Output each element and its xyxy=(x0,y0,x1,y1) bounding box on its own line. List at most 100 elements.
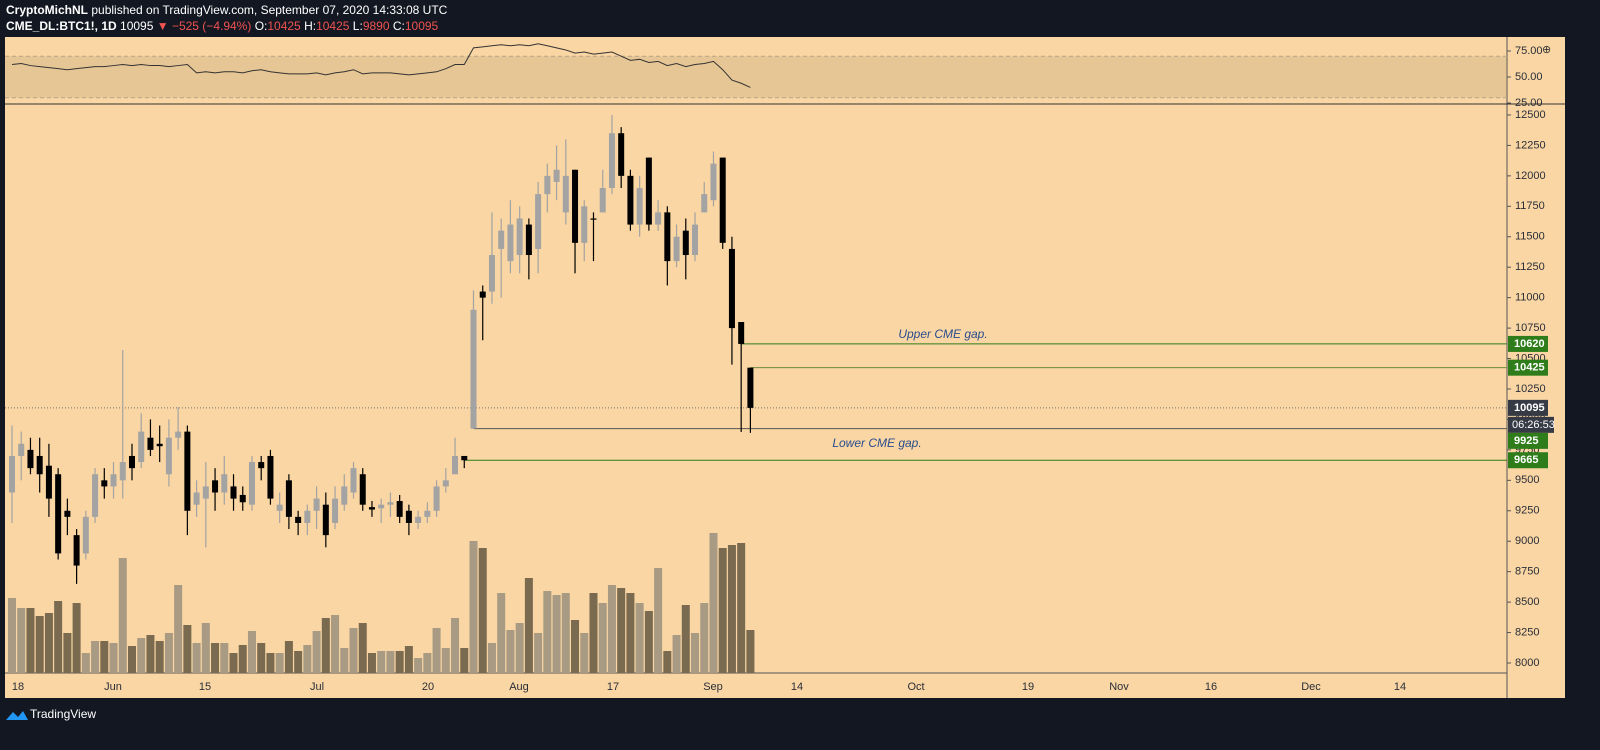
x-tick-label: 20 xyxy=(422,681,434,693)
candle-body xyxy=(267,455,274,499)
candle-body xyxy=(221,474,228,493)
candle-body xyxy=(258,462,265,469)
l-value: 9890 xyxy=(363,19,390,33)
price-label: 9925 xyxy=(1514,435,1538,447)
volume-bar xyxy=(155,641,164,673)
volume-bar xyxy=(589,593,598,673)
candle-body xyxy=(645,157,652,225)
y-tick-label: 12250 xyxy=(1515,139,1546,151)
volume-bar xyxy=(100,641,109,673)
candle-body xyxy=(710,163,717,201)
candle-body xyxy=(212,480,219,493)
logo-text: TradingView xyxy=(30,707,96,721)
scale-marker: ⊕ xyxy=(1542,44,1551,56)
volume-bar xyxy=(146,635,155,673)
candle-body xyxy=(396,501,403,517)
x-tick-label: 16 xyxy=(1205,681,1217,693)
x-tick-label: Sep xyxy=(703,681,723,693)
candle-body xyxy=(332,498,339,523)
volume-bar xyxy=(386,651,395,673)
candle-body xyxy=(45,465,52,499)
h-label: H: xyxy=(304,19,316,33)
y-tick-label: 8000 xyxy=(1515,657,1539,669)
volume-bar xyxy=(321,618,330,673)
countdown-box xyxy=(1508,416,1554,433)
volume-bar xyxy=(109,643,118,673)
l-label: L: xyxy=(353,19,363,33)
last: 10095 xyxy=(120,19,154,33)
candle-body xyxy=(73,535,80,566)
candle-body xyxy=(479,291,486,298)
candle-body xyxy=(507,224,514,262)
volume-bar xyxy=(349,628,358,673)
candle-body xyxy=(82,516,89,554)
candle-body xyxy=(387,502,394,505)
y-tick-label: 9000 xyxy=(1515,535,1539,547)
candle-body xyxy=(55,474,62,554)
volume-bar xyxy=(552,595,561,673)
candle-body xyxy=(535,194,542,249)
y-tick-label: 11000 xyxy=(1515,292,1545,304)
price-label-box xyxy=(1508,359,1548,376)
c-value: 10095 xyxy=(405,19,439,33)
volume-bar xyxy=(118,558,127,673)
volume-bar xyxy=(8,598,16,673)
c-label: C: xyxy=(393,19,405,33)
candle-body xyxy=(572,169,579,243)
volume-bar xyxy=(644,611,653,673)
volume-bar xyxy=(91,641,100,673)
x-tick-label: Jun xyxy=(104,681,122,693)
volume-bar xyxy=(340,648,349,673)
candle-body xyxy=(239,494,246,503)
candle-body xyxy=(599,188,606,213)
header-line-2: CME_DL:BTC1!, 1D 10095 ▼ −525 (−4.94%) O… xyxy=(6,19,439,33)
candle-body xyxy=(442,480,449,487)
volume-bar xyxy=(635,603,644,673)
volume-bar xyxy=(63,633,72,673)
price-label-box xyxy=(1508,452,1548,469)
volume-bar xyxy=(275,653,284,673)
volume-bar xyxy=(247,631,256,673)
y-tick-label: 10250 xyxy=(1515,383,1546,395)
candle-body xyxy=(692,224,699,256)
volume-bar xyxy=(35,616,44,673)
candle-body xyxy=(664,212,671,262)
volume-bar xyxy=(284,641,293,673)
candle-body xyxy=(156,443,163,447)
rsi-band xyxy=(5,56,1507,98)
volume-bar xyxy=(497,593,506,673)
candle-body xyxy=(9,455,15,493)
volume-bar xyxy=(737,543,746,673)
candle-body xyxy=(175,431,182,438)
volume-bar xyxy=(534,633,543,673)
published: published on TradingView.com, September … xyxy=(91,3,447,17)
volume-bar xyxy=(81,653,90,673)
volume-bar xyxy=(654,568,663,673)
volume-bar xyxy=(331,615,340,673)
candle-body xyxy=(350,468,357,493)
rsi-tick-label: 75.00 xyxy=(1515,45,1543,57)
candle-body xyxy=(147,437,154,450)
volume-bar xyxy=(174,585,183,673)
candle-body xyxy=(452,455,459,475)
candle-body xyxy=(322,504,329,536)
candle-body xyxy=(313,498,320,511)
volume-bar xyxy=(229,653,238,673)
candle-body xyxy=(682,230,689,256)
volume-bar xyxy=(478,548,487,673)
volume-bar xyxy=(367,653,376,673)
candle-body xyxy=(276,504,283,511)
x-tick-label: 19 xyxy=(1022,681,1034,693)
header-line-1: CryptoMichNL published on TradingView.co… xyxy=(6,3,448,17)
volume-bar xyxy=(303,645,312,673)
volume-bar xyxy=(266,653,275,673)
candle-body xyxy=(101,480,108,487)
candle-body xyxy=(488,255,495,292)
candle-body xyxy=(618,133,625,176)
volume-bar xyxy=(626,593,635,673)
candle-body xyxy=(36,455,43,475)
candle-body xyxy=(110,474,117,487)
volume-bar xyxy=(211,643,220,673)
volume-bar xyxy=(561,593,570,673)
candle-body xyxy=(655,212,662,225)
